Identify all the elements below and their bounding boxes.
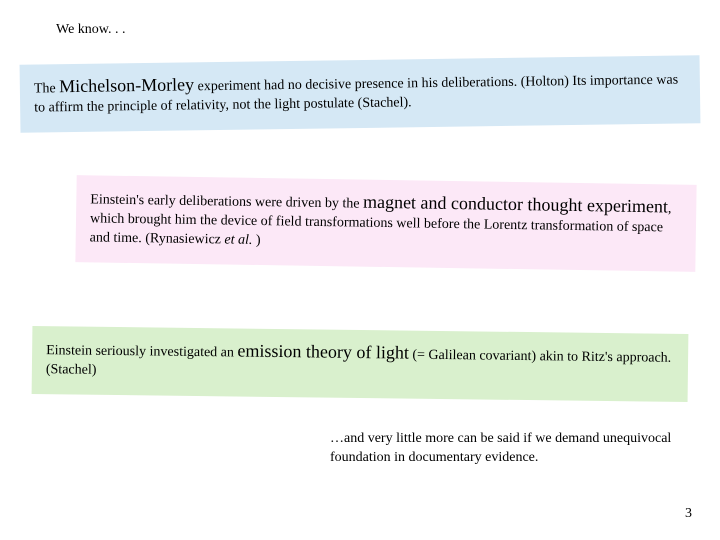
text-emphasis: magnet and conductor thought experiment	[363, 192, 668, 217]
text-italic: et al.	[224, 232, 252, 247]
callout-michelson-morley: The Michelson-Morley experiment had no d…	[20, 55, 701, 132]
text-post2: )	[252, 233, 260, 248]
text-pre: The	[34, 81, 59, 96]
callout-emission-theory: Einstein seriously investigated an emiss…	[32, 326, 689, 402]
text-pre: Einstein's early deliberations were driv…	[90, 192, 363, 211]
text-emphasis: Michelson-Morley	[59, 74, 194, 96]
text-emphasis: emission theory of light	[237, 341, 409, 363]
slide-header: We know. . .	[56, 22, 126, 38]
page-number: 3	[685, 506, 692, 522]
slide-footer-note: …and very little more can be said if we …	[330, 430, 700, 468]
callout-magnet-conductor: Einstein's early deliberations were driv…	[75, 175, 696, 271]
text-pre: Einstein seriously investigated an	[46, 343, 237, 360]
header-text: We know. . .	[56, 22, 126, 37]
footer-text: …and very little more can be said if we …	[330, 431, 671, 465]
